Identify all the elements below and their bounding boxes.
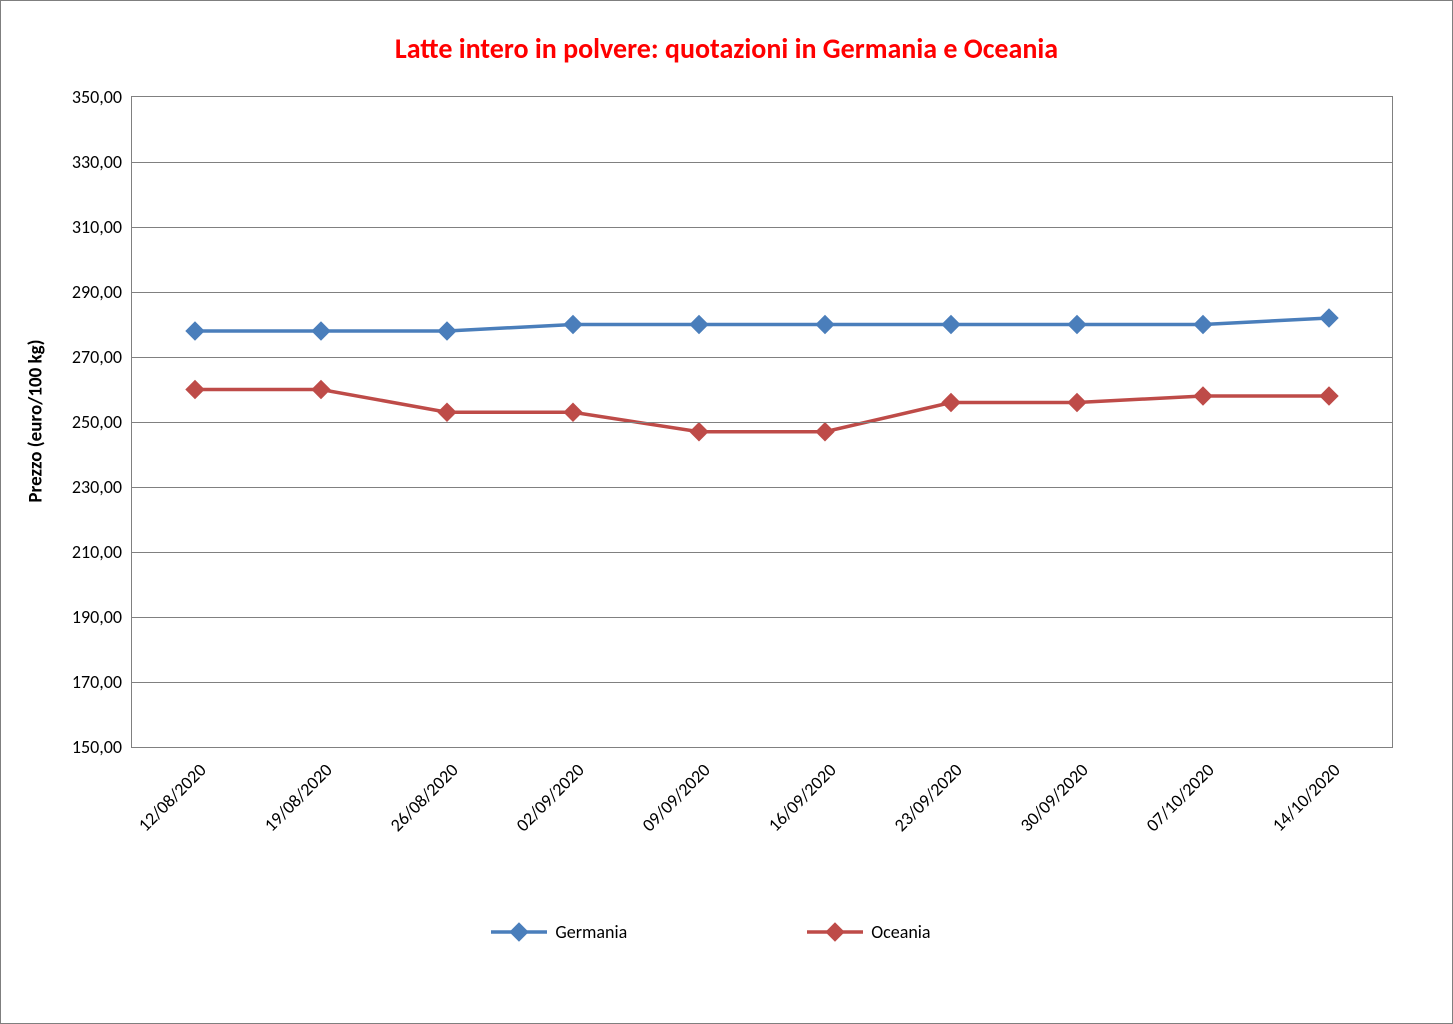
series-marker — [186, 381, 204, 399]
legend-marker-icon — [807, 922, 863, 942]
gridline — [132, 357, 1392, 358]
y-tick-label: 290,00 — [72, 281, 132, 303]
x-tick-label: 02/09/2020 — [512, 759, 589, 836]
series-marker — [1068, 316, 1086, 334]
y-tick-label: 270,00 — [72, 346, 132, 368]
legend: Germania Oceania — [361, 921, 1061, 943]
y-tick-label: 210,00 — [72, 541, 132, 563]
x-tick-label: 07/10/2020 — [1142, 759, 1219, 836]
series-marker — [438, 403, 456, 421]
series-marker — [1068, 394, 1086, 412]
legend-marker-icon — [491, 922, 547, 942]
series-marker — [1320, 387, 1338, 405]
x-tick-label: 19/08/2020 — [260, 759, 337, 836]
gridline — [132, 617, 1392, 618]
series-marker — [816, 316, 834, 334]
x-tick-label: 14/10/2020 — [1268, 759, 1345, 836]
series-marker — [186, 322, 204, 340]
y-tick-label: 350,00 — [72, 86, 132, 108]
series-marker — [690, 316, 708, 334]
x-tick-label: 16/09/2020 — [764, 759, 841, 836]
x-tick-label: 30/09/2020 — [1016, 759, 1093, 836]
x-tick-label: 12/08/2020 — [134, 759, 211, 836]
legend-item: Germania — [491, 921, 627, 943]
series-marker — [816, 423, 834, 441]
series-marker — [1320, 309, 1338, 327]
y-tick-label: 150,00 — [72, 736, 132, 758]
series-marker — [690, 423, 708, 441]
legend-label: Oceania — [871, 921, 930, 943]
legend-item: Oceania — [807, 921, 930, 943]
x-tick-label: 23/09/2020 — [890, 759, 967, 836]
gridline — [132, 292, 1392, 293]
series-marker — [312, 381, 330, 399]
series-marker — [942, 394, 960, 412]
y-tick-label: 190,00 — [72, 606, 132, 628]
y-tick-label: 250,00 — [72, 411, 132, 433]
x-tick-label: 26/08/2020 — [386, 759, 463, 836]
gridline — [132, 227, 1392, 228]
gridline — [132, 552, 1392, 553]
gridline — [132, 487, 1392, 488]
plot-area: 150,00170,00190,00210,00230,00250,00270,… — [131, 96, 1393, 748]
y-axis-title: Prezzo (euro/100 kg) — [25, 339, 48, 502]
series-marker — [1194, 316, 1212, 334]
series-marker — [312, 322, 330, 340]
y-tick-label: 310,00 — [72, 216, 132, 238]
x-tick-label: 09/09/2020 — [638, 759, 715, 836]
y-tick-label: 170,00 — [72, 671, 132, 693]
gridline — [132, 422, 1392, 423]
gridline — [132, 682, 1392, 683]
legend-label: Germania — [555, 921, 627, 943]
series-line — [195, 318, 1329, 331]
series-marker — [564, 316, 582, 334]
series-marker — [438, 322, 456, 340]
y-tick-label: 230,00 — [72, 476, 132, 498]
chart-title: Latte intero in polvere: quotazioni in G… — [1, 31, 1452, 66]
series-marker — [942, 316, 960, 334]
series-marker — [564, 403, 582, 421]
series-marker — [1194, 387, 1212, 405]
chart-container: Latte intero in polvere: quotazioni in G… — [0, 0, 1453, 1024]
gridline — [132, 162, 1392, 163]
series-line — [195, 390, 1329, 432]
y-tick-label: 330,00 — [72, 151, 132, 173]
